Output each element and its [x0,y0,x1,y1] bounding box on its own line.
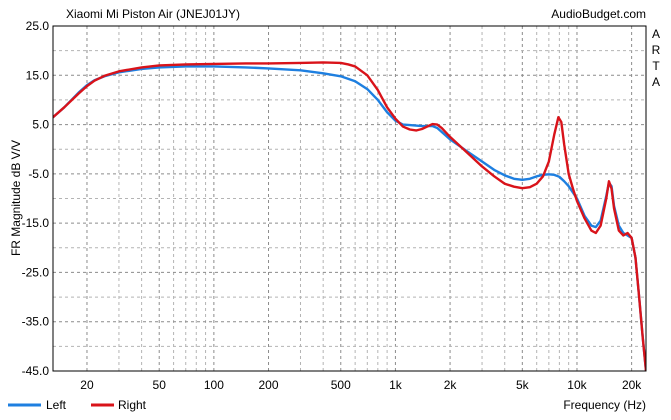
x-tick-label: 20 [80,378,94,392]
source-credit: AudioBudget.com [551,7,646,21]
y-tick-label: -25.0 [22,265,50,279]
tick-labels: 25.0 15.0 5.0 -5.0 -15.0 -25.0 -35.0 -45.0 20 50 1… [22,19,643,392]
grid [53,26,646,371]
x-tick-label: 100 [204,378,224,392]
y-axis-label: FR Magnitude dB V/V [9,140,23,256]
side-text-letter: T [652,59,660,73]
legend-right-label: Right [118,398,147,412]
x-tick-label: 200 [259,378,279,392]
plot-frame [52,25,647,372]
x-tick-label: 50 [153,378,167,392]
series-line-right [53,61,646,371]
x-tick-label: 5k [516,378,530,392]
y-tick-label: -5.0 [28,167,49,181]
y-tick-label: -15.0 [22,216,50,230]
side-text-letter: R [652,43,661,57]
side-text-letter: A [652,75,660,89]
legend: Left Right [8,398,147,412]
y-tick-label: 15.0 [26,68,50,82]
legend-left-label: Left [46,398,67,412]
chart-title: Xiaomi Mi Piston Air (JNEJ01JY) [66,7,240,21]
side-text-letter: A [652,27,660,41]
y-tick-label: -35.0 [22,315,50,329]
x-tick-label: 2k [444,378,458,392]
x-tick-label: 20k [622,378,642,392]
x-tick-label: 10k [567,378,587,392]
y-tick-label: 25.0 [26,19,50,33]
y-tick-label: -45.0 [22,364,50,378]
x-tick-label: 1k [389,378,403,392]
curves [53,61,646,371]
y-tick-label: 5.0 [32,118,49,132]
x-tick-label: 500 [331,378,351,392]
x-axis-label: Frequency (Hz) [563,398,646,412]
